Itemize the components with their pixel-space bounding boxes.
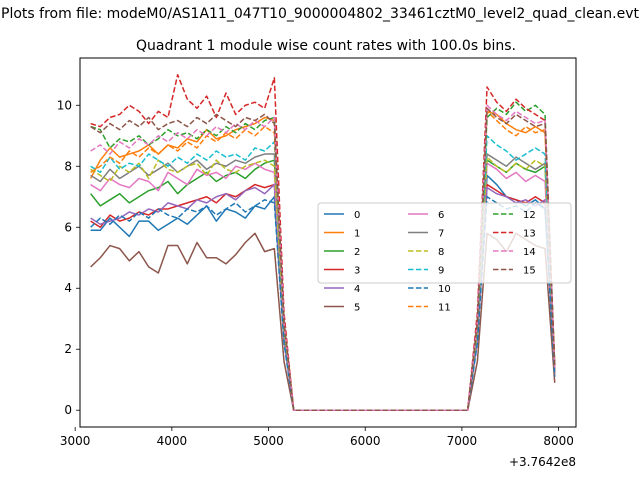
y-tick-label: 4 (64, 281, 72, 295)
y-tick-label: 10 (57, 98, 72, 112)
y-tick-label: 0 (64, 403, 72, 417)
series-line-10 (90, 196, 556, 411)
legend-label-10: 10 (438, 284, 451, 295)
legend-label-8: 8 (438, 247, 444, 258)
legend-frame (317, 202, 572, 284)
x-tick-label: 6000 (350, 434, 381, 448)
legend-label-15: 15 (523, 266, 536, 277)
legend-label-6: 6 (438, 210, 444, 221)
figure-suptitle: Plots from file: modeM0/AS1A11_047T10_90… (1, 6, 639, 22)
x-tick-label: 3000 (60, 434, 91, 448)
legend-label-2: 2 (354, 247, 360, 258)
y-tick-label: 8 (64, 159, 72, 173)
legend-label-14: 14 (523, 247, 536, 258)
x-tick-label: 4000 (157, 434, 188, 448)
chart-title: Quadrant 1 module wise count rates with … (136, 38, 516, 54)
series-line-15 (90, 107, 556, 411)
legend-label-4: 4 (354, 284, 360, 295)
x-offset-label: +3.7642e8 (509, 455, 576, 469)
legend-label-7: 7 (438, 229, 444, 240)
series-lines (89, 74, 556, 411)
legend-label-3: 3 (354, 266, 360, 277)
plot-frame (79, 57, 577, 428)
legend-label-5: 5 (354, 303, 360, 314)
x-tick-label: 5000 (253, 434, 284, 448)
legend-label-13: 13 (523, 229, 536, 240)
legend-label-12: 12 (523, 210, 536, 221)
legend-label-0: 0 (354, 210, 360, 221)
legend-label-9: 9 (438, 266, 444, 277)
legend-label-1: 1 (354, 229, 360, 240)
legend-label-11: 11 (438, 303, 451, 314)
x-tick-label: 7000 (447, 434, 478, 448)
y-tick-label: 6 (64, 220, 72, 234)
y-tick-label: 2 (64, 342, 72, 356)
x-tick-label: 8000 (543, 434, 574, 448)
